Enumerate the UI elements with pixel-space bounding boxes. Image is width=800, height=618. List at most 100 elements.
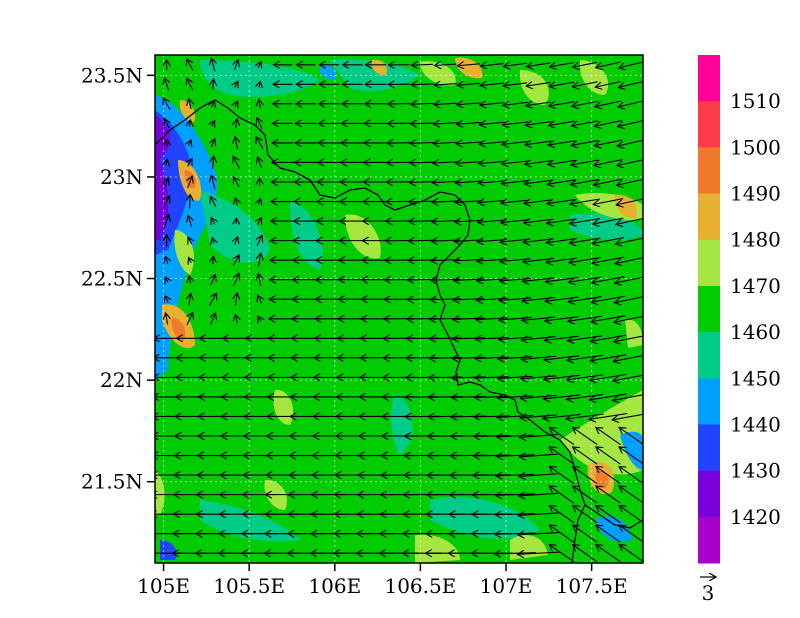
wind-vector [188, 176, 193, 189]
wind-vector [457, 83, 481, 85]
wind-vector [189, 293, 191, 306]
wind-vector [592, 256, 625, 263]
wind-vector [573, 506, 598, 524]
lat-tick-label: 23N [100, 165, 143, 189]
wind-vector [188, 237, 192, 244]
wind-vector [410, 123, 435, 124]
wind-vector [616, 198, 643, 205]
wind-vector [258, 273, 260, 286]
wind-vector [619, 525, 643, 543]
wind-vector [479, 122, 505, 124]
wind-vector [502, 122, 528, 125]
wind-vector [617, 178, 643, 186]
wind-vector [520, 395, 557, 398]
wind-vector [613, 355, 643, 361]
wind-vector [543, 394, 580, 399]
wind-vector [550, 63, 574, 67]
wind-vector [163, 98, 171, 111]
colorbar-label: 1450 [730, 366, 781, 390]
wind-vector [566, 393, 604, 399]
wind-vector [473, 494, 512, 495]
wind-vector [543, 414, 581, 418]
wind-vector [517, 552, 560, 554]
wind-vector [233, 156, 240, 169]
wind-vector [619, 61, 643, 68]
colorbar-label: 1510 [730, 89, 781, 113]
wind-vector [234, 177, 240, 188]
lime-patch-ne [519, 70, 549, 105]
wind-vector [573, 545, 598, 563]
wind-vector [496, 474, 535, 476]
lat-tick-label: 23.5N [81, 63, 143, 87]
wind-vector [495, 513, 536, 514]
wind-vector [411, 103, 434, 104]
lat-tick-label: 22.5N [81, 267, 143, 291]
wind-vector [525, 122, 552, 126]
wind-vector [232, 273, 239, 287]
blue-patch-se [620, 431, 643, 470]
colorbar-label: 1420 [730, 505, 781, 529]
lime-patch-center [345, 214, 381, 259]
wind-vector [618, 80, 643, 87]
wind-vector [258, 157, 262, 169]
wind-vector [617, 139, 643, 146]
wind-vector [257, 118, 262, 130]
wind-vector [595, 100, 622, 107]
wind-vector [591, 334, 626, 341]
wind-vector [212, 156, 213, 169]
wind-vector [573, 525, 598, 543]
wind-vector [549, 102, 575, 106]
colorbar-label: 1430 [730, 459, 781, 483]
wind-vector [433, 162, 459, 163]
wind-vector [549, 466, 575, 485]
field-background [155, 55, 643, 563]
wind-vector [258, 316, 261, 321]
wind-vector [211, 313, 216, 325]
wind-vector [235, 237, 238, 244]
wind-vector [549, 427, 575, 446]
wind-vector [480, 83, 504, 85]
wind-vector [596, 486, 621, 504]
latitude-axis: 23.5N 23N 22.5N 22N 21.5N [81, 63, 155, 494]
wind-vector [164, 119, 169, 129]
colorbar-label: 1480 [730, 228, 781, 252]
wind-vector [434, 103, 458, 104]
wind-vector [163, 196, 170, 208]
wind-vector [612, 413, 643, 420]
wind-vector [258, 62, 261, 68]
colorbar-label: 1460 [730, 320, 781, 344]
wind-vector [410, 142, 435, 143]
wind-vector [619, 545, 643, 563]
orange-patch-center [371, 59, 388, 76]
colorbar-swatch [698, 193, 720, 241]
wind-vector [235, 101, 238, 107]
wind-vector [591, 295, 626, 302]
wind-vector [411, 84, 434, 85]
plot-frame [154, 54, 644, 564]
wind-vector [549, 447, 575, 465]
wind-vector [596, 447, 621, 465]
wind-vector [572, 100, 598, 106]
wind-vector [519, 454, 558, 457]
wind-vector [409, 182, 436, 183]
wind-vector [259, 99, 260, 109]
wind-vector [432, 181, 459, 182]
wind-vector [526, 82, 551, 86]
wind-vector [519, 474, 558, 477]
wind-vector [593, 217, 624, 224]
wind-vector [615, 257, 643, 264]
lime-patch-north [420, 61, 456, 86]
wind-vector [503, 102, 528, 105]
teal-patch-nw [200, 60, 320, 97]
lat-tick-label: 22N [100, 368, 143, 392]
wind-vector [592, 237, 624, 244]
wind-vector [496, 455, 535, 457]
lon-tick-label: 107.5E [556, 574, 628, 598]
wind-vector [526, 102, 552, 106]
wind-vector [235, 293, 237, 306]
wind-vectors [155, 58, 643, 563]
wind-vector [502, 141, 529, 144]
wind-vector [166, 313, 168, 325]
wind-vector [188, 159, 192, 167]
